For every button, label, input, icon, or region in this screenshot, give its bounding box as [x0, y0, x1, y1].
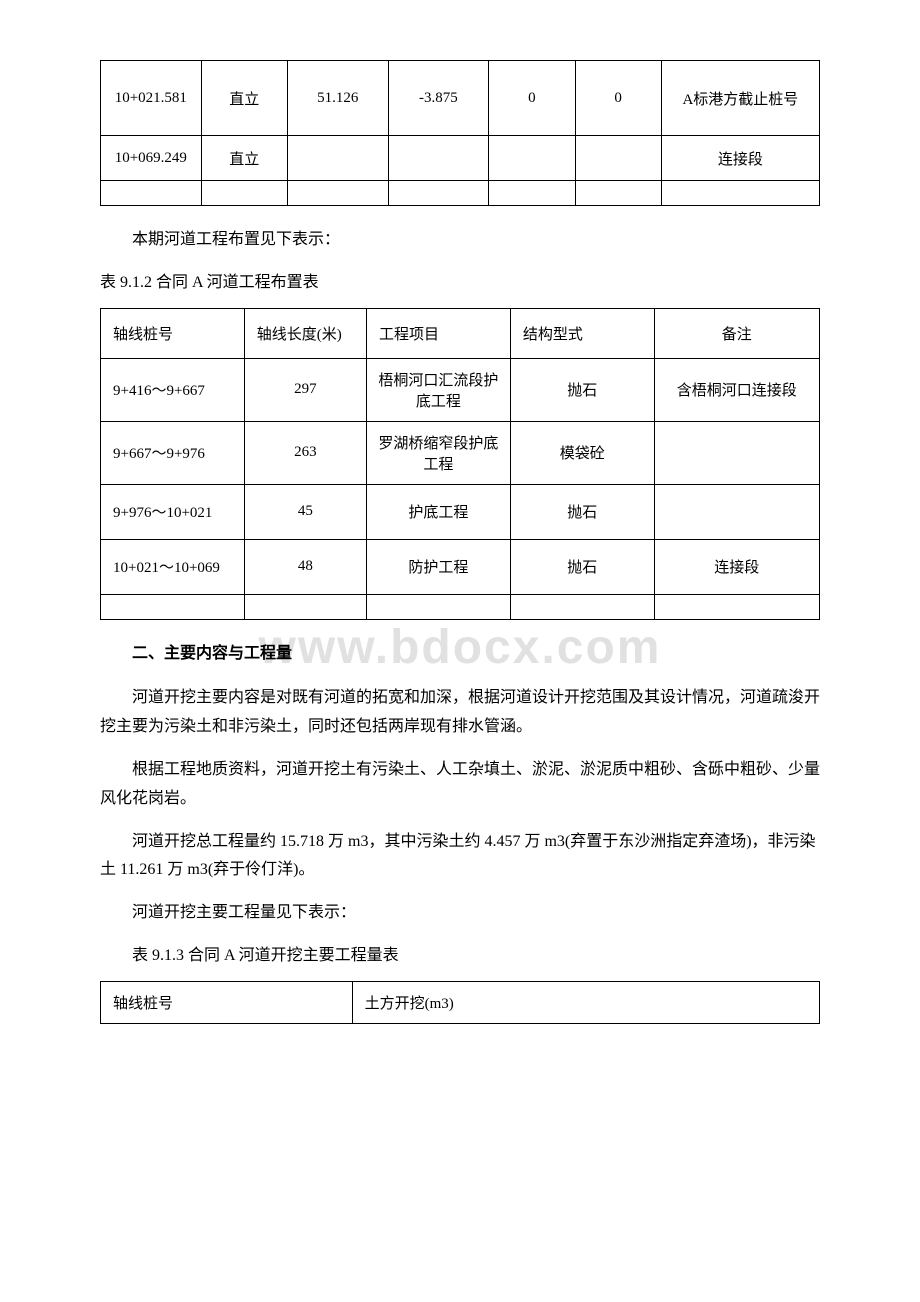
- cell: 9+667～9+976: [101, 421, 245, 484]
- table-row: 9+416～9+667 297 梧桐河口汇流段护底工程 抛石 含梧桐河口连接段: [101, 358, 820, 421]
- cell: [367, 594, 511, 619]
- paragraph: 根据工程地质资料，河道开挖土有污染土、人工杂填土、淤泥、淤泥质中粗砂、含砾中粗砂…: [100, 756, 820, 814]
- table-header-row: 轴线桩号 轴线长度(米) 工程项目 结构型式 备注: [101, 308, 820, 358]
- cell: 直立: [201, 136, 287, 181]
- cell: 10+069.249: [101, 136, 202, 181]
- cell: 263: [244, 421, 366, 484]
- cell: [489, 136, 575, 181]
- cell: [287, 136, 388, 181]
- table-caption: 表 9.1.3 合同 A 河道开挖主要工程量表: [100, 942, 820, 971]
- cell: -3.875: [388, 61, 489, 136]
- table-row: 9+976～10+021 45 护底工程 抛石: [101, 484, 820, 539]
- cell: 51.126: [287, 61, 388, 136]
- cell: [654, 421, 819, 484]
- cell: [388, 136, 489, 181]
- cell: 含梧桐河口连接段: [654, 358, 819, 421]
- cell: [654, 594, 819, 619]
- paragraph: 河道开挖主要工程量见下表示：: [100, 899, 820, 928]
- cell: A标港方截止桩号: [661, 61, 819, 136]
- table-caption: 表 9.1.2 合同 A 河道工程布置表: [100, 269, 820, 298]
- cell: 297: [244, 358, 366, 421]
- table-3: 轴线桩号 土方开挖(m3): [100, 981, 820, 1024]
- cell: 抛石: [510, 484, 654, 539]
- document-content: 10+021.581 直立 51.126 -3.875 0 0 A标港方截止桩号…: [100, 60, 820, 1024]
- cell: 连接段: [661, 136, 819, 181]
- cell: [101, 181, 202, 206]
- paragraph: 本期河道工程布置见下表示：: [100, 226, 820, 255]
- column-header: 轴线长度(米): [244, 308, 366, 358]
- cell: 48: [244, 539, 366, 594]
- paragraph: 河道开挖主要内容是对既有河道的拓宽和加深，根据河道设计开挖范围及其设计情况，河道…: [100, 684, 820, 742]
- table-row: [101, 181, 820, 206]
- table-row: 10+021.581 直立 51.126 -3.875 0 0 A标港方截止桩号: [101, 61, 820, 136]
- cell: [101, 594, 245, 619]
- table-2: 轴线桩号 轴线长度(米) 工程项目 结构型式 备注 9+416～9+667 29…: [100, 308, 820, 620]
- section-heading: 二、主要内容与工程量: [100, 640, 820, 669]
- column-header: 轴线桩号: [101, 981, 353, 1023]
- cell: 抛石: [510, 358, 654, 421]
- cell: [244, 594, 366, 619]
- column-header: 工程项目: [367, 308, 511, 358]
- cell: 45: [244, 484, 366, 539]
- cell: 抛石: [510, 539, 654, 594]
- cell: 9+416～9+667: [101, 358, 245, 421]
- cell: [575, 136, 661, 181]
- table-row: 9+667～9+976 263 罗湖桥缩窄段护底工程 模袋砼: [101, 421, 820, 484]
- column-header: 轴线桩号: [101, 308, 245, 358]
- column-header: 土方开挖(m3): [352, 981, 819, 1023]
- table-row: 10+021～10+069 48 防护工程 抛石 连接段: [101, 539, 820, 594]
- cell: [201, 181, 287, 206]
- cell: 模袋砼: [510, 421, 654, 484]
- cell: 梧桐河口汇流段护底工程: [367, 358, 511, 421]
- cell: [388, 181, 489, 206]
- cell: 直立: [201, 61, 287, 136]
- paragraph: 河道开挖总工程量约 15.718 万 m3，其中污染土约 4.457 万 m3(…: [100, 828, 820, 886]
- cell: 10+021.581: [101, 61, 202, 136]
- cell: [575, 181, 661, 206]
- column-header: 结构型式: [510, 308, 654, 358]
- cell: [287, 181, 388, 206]
- cell: 护底工程: [367, 484, 511, 539]
- table-header-row: 轴线桩号 土方开挖(m3): [101, 981, 820, 1023]
- cell: 9+976～10+021: [101, 484, 245, 539]
- cell: [489, 181, 575, 206]
- table-row: 10+069.249 直立 连接段: [101, 136, 820, 181]
- cell: 罗湖桥缩窄段护底工程: [367, 421, 511, 484]
- table-1: 10+021.581 直立 51.126 -3.875 0 0 A标港方截止桩号…: [100, 60, 820, 206]
- cell: [654, 484, 819, 539]
- cell: 0: [489, 61, 575, 136]
- cell: 连接段: [654, 539, 819, 594]
- cell: 防护工程: [367, 539, 511, 594]
- cell: [661, 181, 819, 206]
- cell: 0: [575, 61, 661, 136]
- cell: 10+021～10+069: [101, 539, 245, 594]
- cell: [510, 594, 654, 619]
- column-header: 备注: [654, 308, 819, 358]
- table-row: [101, 594, 820, 619]
